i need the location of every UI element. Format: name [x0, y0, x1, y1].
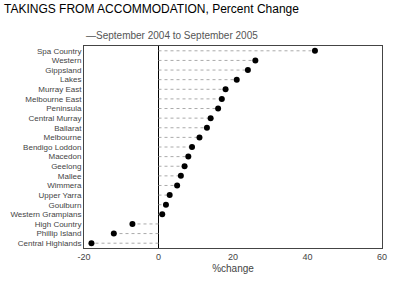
svg-text:Central Murray: Central Murray [28, 114, 81, 123]
svg-text:-20: -20 [77, 252, 90, 262]
svg-text:Goulburn: Goulburn [48, 201, 81, 210]
svg-text:Western: Western [52, 56, 82, 65]
svg-text:Ballarat: Ballarat [54, 124, 82, 133]
svg-text:Bendigo Loddon: Bendigo Loddon [23, 143, 81, 152]
svg-text:0: 0 [156, 252, 161, 262]
svg-text:Murray East: Murray East [38, 85, 82, 94]
svg-text:Upper Yarra: Upper Yarra [39, 191, 82, 200]
svg-text:40: 40 [302, 252, 312, 262]
svg-text:Central Highlands: Central Highlands [18, 239, 82, 248]
svg-text:Geelong: Geelong [51, 162, 81, 171]
svg-text:Wimmera: Wimmera [47, 181, 82, 190]
svg-text:—September 2004 to September 2: —September 2004 to September 2005 [86, 30, 258, 41]
svg-text:Lakes: Lakes [60, 75, 81, 84]
svg-text:Peninsula: Peninsula [46, 104, 82, 113]
svg-text:20: 20 [228, 252, 238, 262]
svg-text:Phillip Island: Phillip Island [36, 229, 81, 238]
svg-text:Mallee: Mallee [58, 172, 82, 181]
svg-text:TAKINGS FROM ACCOMMODATION, Pe: TAKINGS FROM ACCOMMODATION, Percent Chan… [4, 2, 299, 16]
svg-text:%change: %change [212, 263, 254, 274]
svg-text:Spa Country: Spa Country [37, 47, 81, 56]
svg-text:Melbourne: Melbourne [44, 133, 82, 142]
svg-text:High Country: High Country [35, 220, 82, 229]
svg-text:Western Grampians: Western Grampians [10, 210, 81, 219]
svg-text:Macedon: Macedon [48, 152, 81, 161]
svg-text:60: 60 [377, 252, 387, 262]
svg-text:Melbourne East: Melbourne East [25, 95, 82, 104]
svg-text:Gippsland: Gippsland [45, 66, 81, 75]
